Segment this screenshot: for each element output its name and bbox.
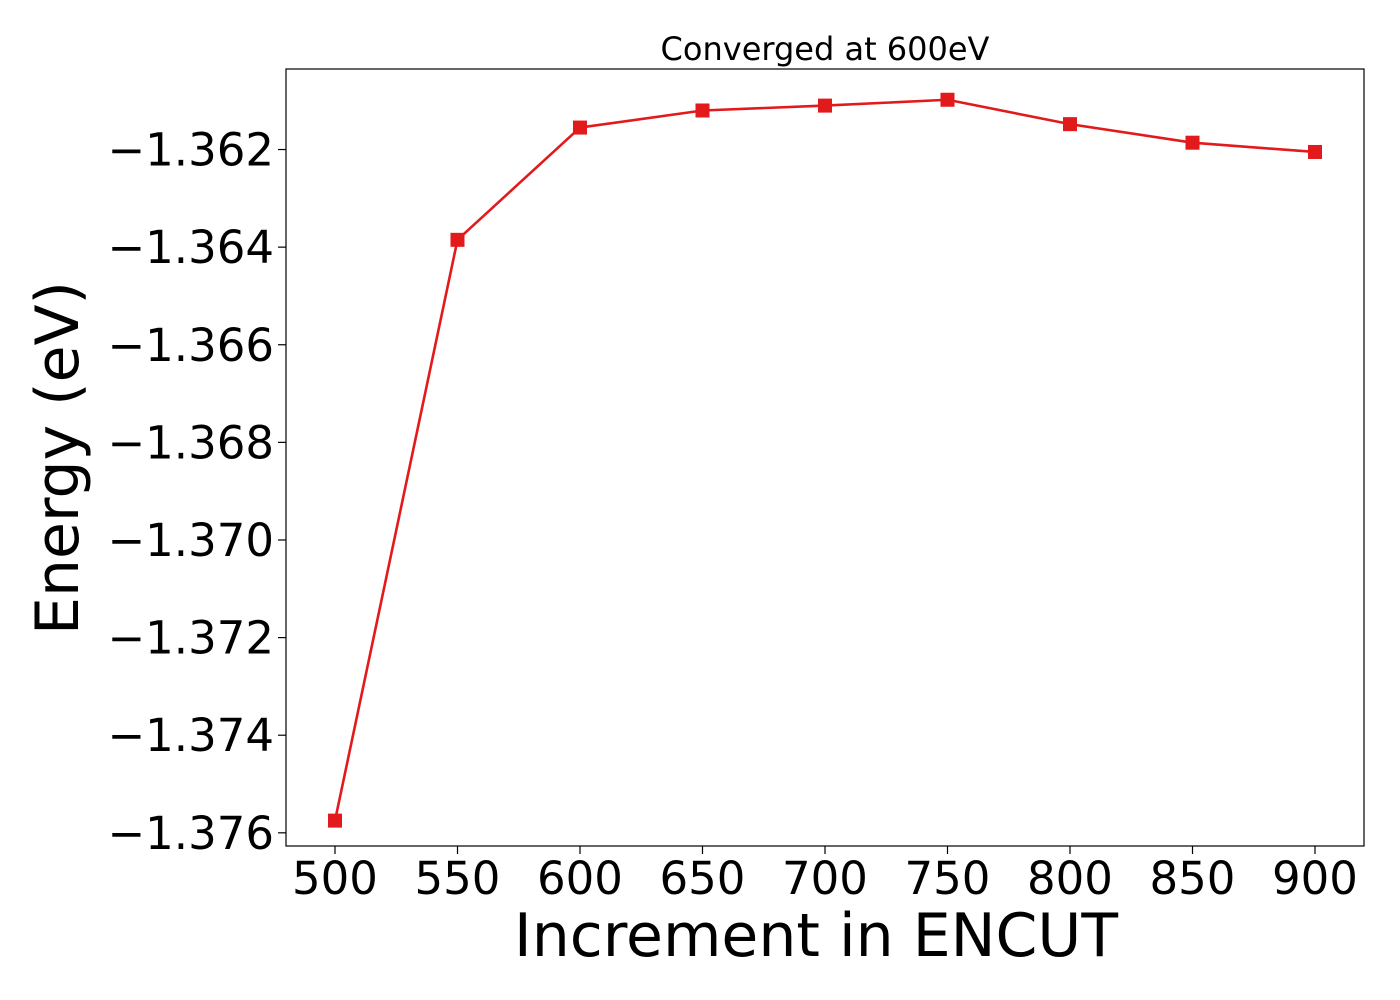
chart-title: Converged at 600eV bbox=[661, 30, 990, 68]
y-tick-label: −1.362 bbox=[107, 124, 274, 177]
y-tick-label: −1.366 bbox=[107, 319, 274, 372]
x-tick-label: 700 bbox=[782, 852, 868, 905]
plot-frame bbox=[285, 68, 1365, 847]
y-tick-label: −1.374 bbox=[107, 709, 274, 762]
y-axis-label: Energy (eV) bbox=[23, 281, 93, 635]
data-point-marker bbox=[1063, 117, 1077, 132]
y-tick-label: −1.370 bbox=[107, 514, 274, 567]
x-tick-label: 500 bbox=[292, 852, 378, 905]
data-point-marker bbox=[328, 813, 342, 828]
x-axis-label: Increment in ENCUT bbox=[514, 901, 1118, 971]
plot-area bbox=[328, 92, 1322, 828]
x-tick-label: 900 bbox=[1272, 852, 1358, 905]
x-tick-label: 550 bbox=[415, 852, 501, 905]
x-tick-label: 850 bbox=[1150, 852, 1236, 905]
x-axis-ticks: 500 550 600 650 700 750 800 850 900 bbox=[292, 846, 1358, 905]
data-point-marker bbox=[818, 98, 832, 113]
x-tick-label: 600 bbox=[537, 852, 623, 905]
data-point-marker bbox=[1308, 144, 1322, 159]
y-tick-label: −1.372 bbox=[107, 612, 274, 665]
data-point-marker bbox=[1185, 135, 1200, 150]
y-axis-ticks: −1.362 −1.364 −1.366 −1.368 −1.370 −1.372 −1.3… bbox=[107, 124, 286, 860]
x-tick-label: 800 bbox=[1027, 852, 1113, 905]
y-tick-label: −1.368 bbox=[107, 416, 274, 469]
data-point-marker bbox=[450, 232, 465, 247]
data-point-marker bbox=[695, 103, 710, 118]
data-point-marker bbox=[573, 120, 587, 135]
data-point-marker bbox=[940, 92, 955, 107]
x-tick-label: 650 bbox=[660, 852, 746, 905]
y-tick-label: −1.376 bbox=[107, 807, 274, 860]
y-tick-label: −1.364 bbox=[107, 221, 274, 274]
x-tick-label: 750 bbox=[905, 852, 991, 905]
series-line bbox=[333, 98, 1316, 821]
